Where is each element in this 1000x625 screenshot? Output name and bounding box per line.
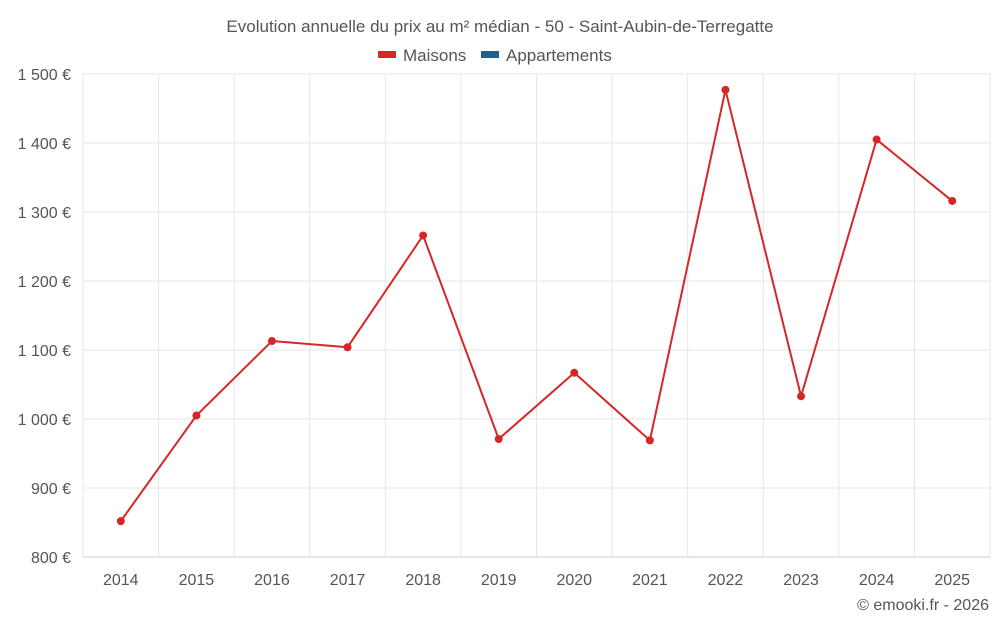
- legend-label: Maisons: [403, 46, 466, 65]
- legend-item-appartements[interactable]: Appartements: [481, 46, 612, 65]
- y-tick-label: 1 100 €: [18, 343, 71, 360]
- x-tick-label: 2017: [330, 572, 366, 589]
- y-tick-label: 800 €: [31, 550, 71, 567]
- legend: Maisons Appartements: [378, 46, 612, 65]
- data-point-2023[interactable]: [797, 392, 806, 401]
- series: [116, 85, 957, 526]
- data-point-2022[interactable]: [721, 85, 730, 94]
- x-tick-label: 2023: [783, 572, 819, 589]
- y-tick-label: 1 000 €: [18, 412, 71, 429]
- x-tick-label: 2020: [556, 572, 592, 589]
- data-point-2020[interactable]: [570, 368, 579, 377]
- data-point-2025[interactable]: [948, 196, 957, 205]
- x-tick-label: 2019: [481, 572, 517, 589]
- x-tick-label: 2014: [103, 572, 139, 589]
- x-tick-label: 2025: [934, 572, 970, 589]
- data-point-2014[interactable]: [116, 517, 125, 526]
- data-point-2024[interactable]: [872, 135, 881, 144]
- y-tick-label: 1 400 €: [18, 136, 71, 153]
- grid: [82, 73, 991, 558]
- y-tick-label: 1 200 €: [18, 274, 71, 291]
- x-tick-label: 2022: [708, 572, 744, 589]
- x-tick-label: 2015: [179, 572, 215, 589]
- data-point-2016[interactable]: [267, 337, 276, 346]
- data-point-2019[interactable]: [494, 435, 503, 444]
- credit-text: © emooki.fr - 2026: [857, 597, 989, 614]
- series-line-maisons: [119, 88, 953, 522]
- data-point-2018[interactable]: [419, 231, 428, 240]
- x-tick-label: 2021: [632, 572, 668, 589]
- data-point-2017[interactable]: [343, 343, 352, 352]
- data-point-2021[interactable]: [645, 436, 654, 445]
- x-tick-label: 2016: [254, 572, 290, 589]
- x-tick-label: 2024: [859, 572, 895, 589]
- y-tick-label: 1 500 €: [18, 67, 71, 84]
- data-point-2015[interactable]: [192, 411, 201, 420]
- legend-label: Appartements: [506, 46, 612, 65]
- x-tick-label: 2018: [405, 572, 441, 589]
- legend-item-maisons[interactable]: Maisons: [378, 46, 466, 65]
- y-tick-label: 1 300 €: [18, 205, 71, 222]
- legend-swatch: [481, 51, 499, 58]
- chart-title: Evolution annuelle du prix au m² médian …: [226, 17, 773, 36]
- legend-swatch: [378, 51, 396, 58]
- y-tick-label: 900 €: [31, 481, 71, 498]
- axes: 800 € 900 € 1 000 € 1 100 € 1 200 € 1 300 € 1 …: [18, 67, 990, 589]
